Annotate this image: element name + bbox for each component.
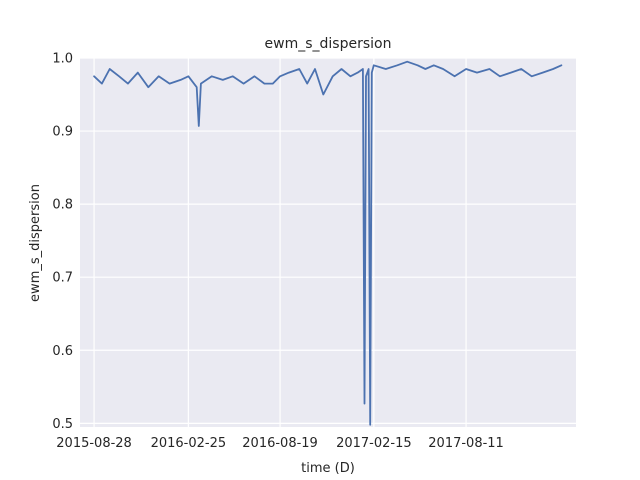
- y-axis-ticks: 0.5 0.6 0.7 0.8 0.9 1.0: [52, 52, 73, 432]
- x-tick-label: 2015-08-28: [56, 436, 132, 451]
- y-tick-label: 0.6: [52, 344, 73, 359]
- y-tick-label: 0.8: [52, 198, 73, 213]
- x-tick-label: 2017-08-11: [428, 436, 504, 451]
- y-tick-label: 0.5: [52, 417, 73, 432]
- series-group: [93, 60, 563, 426]
- x-tick-label: 2016-02-25: [151, 436, 227, 451]
- y-axis-label: ewm_s_dispersion: [28, 184, 43, 302]
- plot-background: [80, 58, 576, 427]
- y-tick-label: 0.7: [52, 271, 73, 286]
- series-line: [93, 60, 563, 426]
- x-axis-ticks: 2015-08-28 2016-02-25 2016-08-19 2017-02-15…: [56, 436, 504, 451]
- x-axis-label: time (D): [301, 461, 355, 476]
- x-tick-label: 2016-08-19: [242, 436, 318, 451]
- grid-lines: [80, 57, 576, 427]
- x-tick-label: 2017-02-15: [336, 436, 412, 451]
- y-tick-label: 1.0: [52, 52, 73, 67]
- y-tick-label: 0.9: [52, 125, 73, 140]
- chart-title: ewm_s_dispersion: [265, 36, 392, 52]
